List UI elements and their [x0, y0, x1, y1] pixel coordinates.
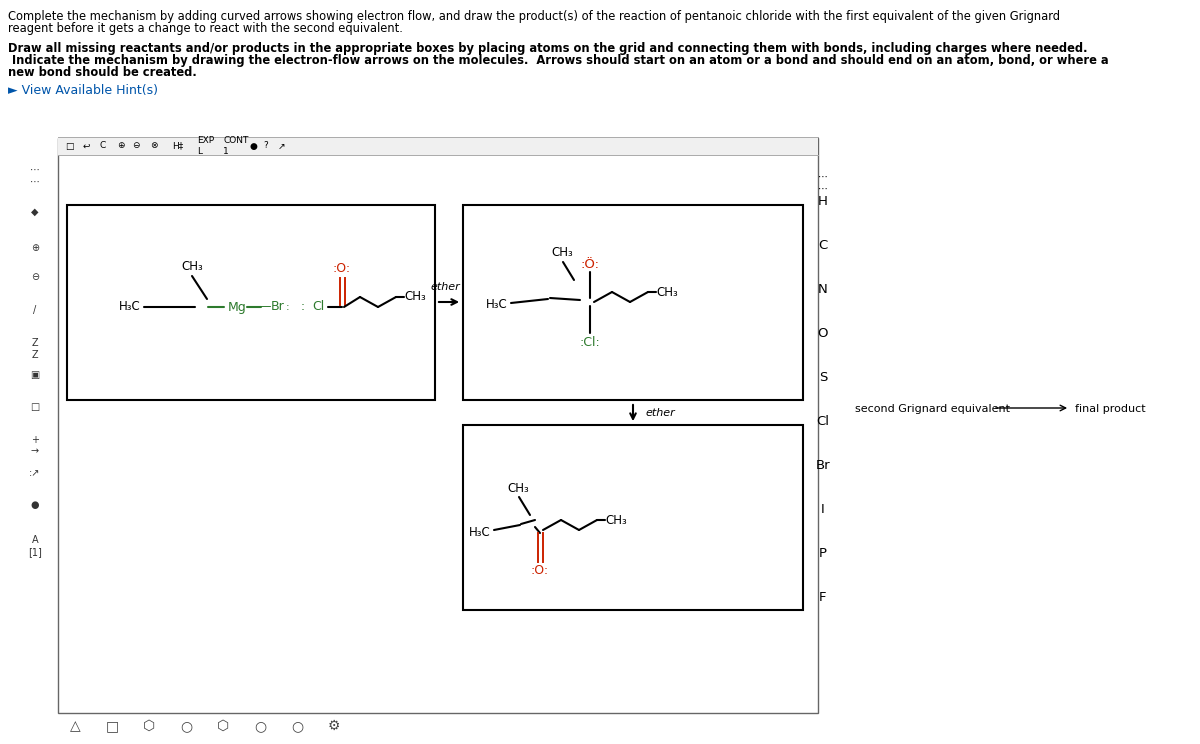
- Text: H: H: [818, 195, 828, 208]
- Text: :↗: :↗: [29, 468, 41, 478]
- Bar: [58, 137, 818, 155]
- Text: ↗: ↗: [278, 141, 286, 150]
- Text: ⊖: ⊖: [132, 141, 139, 150]
- Text: N: N: [818, 283, 828, 296]
- Text: Mg: Mg: [228, 301, 246, 313]
- Text: Br: Br: [816, 459, 830, 472]
- Text: EXP
L: EXP L: [197, 136, 214, 155]
- Text: :Cl:: :Cl:: [580, 336, 600, 348]
- Text: ⬡: ⬡: [217, 719, 229, 733]
- Text: H₃C: H₃C: [119, 301, 140, 313]
- Text: ↩: ↩: [83, 141, 90, 150]
- Text: ⋯
⋯: ⋯ ⋯: [30, 165, 40, 187]
- Bar: [463, 425, 803, 610]
- Text: ○: ○: [180, 719, 192, 733]
- Text: Cl: Cl: [816, 415, 829, 428]
- Text: CONT
1: CONT 1: [223, 136, 248, 155]
- Text: :O:: :O:: [332, 263, 352, 275]
- Text: :: :: [286, 302, 289, 312]
- Text: Complete the mechanism by adding curved arrows showing electron flow, and draw t: Complete the mechanism by adding curved …: [8, 10, 1060, 23]
- Text: second Grignard equivalent: second Grignard equivalent: [854, 404, 1010, 414]
- Text: ⊕: ⊕: [118, 141, 125, 150]
- Text: Indicate the mechanism by drawing the electron-flow arrows on the molecules.  Ar: Indicate the mechanism by drawing the el…: [8, 54, 1109, 67]
- Text: F: F: [820, 591, 827, 604]
- Text: △: △: [70, 719, 80, 733]
- Text: ⬡: ⬡: [143, 719, 155, 733]
- Text: CH₃: CH₃: [605, 513, 626, 527]
- Text: :O:: :O:: [530, 563, 550, 577]
- Text: Z
Z: Z Z: [31, 338, 38, 359]
- Text: Cl: Cl: [312, 301, 324, 313]
- Text: S: S: [818, 371, 827, 384]
- Text: CH₃: CH₃: [404, 290, 426, 304]
- Text: final product: final product: [1075, 404, 1146, 414]
- Text: ⚙: ⚙: [328, 719, 341, 733]
- Text: ○: ○: [290, 719, 304, 733]
- Text: reagent before it gets a change to react with the second equivalent.: reagent before it gets a change to react…: [8, 22, 403, 35]
- Text: ► View Available Hint(s): ► View Available Hint(s): [8, 84, 158, 97]
- Text: —: —: [259, 301, 271, 313]
- Text: :Ö:: :Ö:: [581, 257, 600, 271]
- Text: □: □: [106, 719, 119, 733]
- Text: CH₃: CH₃: [181, 260, 203, 274]
- Text: ⋯
⋯: ⋯ ⋯: [818, 172, 828, 193]
- Text: ●: ●: [31, 500, 40, 510]
- Bar: [463, 205, 803, 400]
- Text: H‡: H‡: [172, 141, 184, 150]
- Text: I: I: [821, 503, 824, 516]
- Text: ▣: ▣: [30, 370, 40, 380]
- Text: ⊖: ⊖: [31, 272, 40, 282]
- Bar: [67, 205, 436, 400]
- Text: H₃C: H₃C: [486, 298, 508, 312]
- Text: new bond should be created.: new bond should be created.: [8, 66, 197, 79]
- Text: C: C: [818, 239, 828, 252]
- Text: ether: ether: [430, 282, 460, 292]
- Text: ○: ○: [254, 719, 266, 733]
- Text: CH₃: CH₃: [656, 286, 678, 298]
- Text: □: □: [65, 141, 73, 150]
- Text: ⊕: ⊕: [31, 243, 40, 253]
- Text: O: O: [817, 327, 828, 340]
- Text: /: /: [34, 305, 37, 315]
- Text: CH₃: CH₃: [508, 481, 529, 495]
- Text: Br: Br: [271, 301, 284, 313]
- Text: +
→: + →: [31, 435, 40, 457]
- Text: ●: ●: [250, 141, 257, 150]
- Text: H₃C: H₃C: [469, 525, 491, 539]
- Text: □: □: [30, 402, 40, 412]
- Text: ⊗: ⊗: [150, 141, 157, 150]
- Text: ?: ?: [263, 141, 268, 150]
- Text: :: :: [301, 301, 305, 313]
- Text: ether: ether: [646, 408, 674, 418]
- Text: CH₃: CH₃: [551, 246, 572, 260]
- Bar: [58, 138, 818, 713]
- Text: Draw all missing reactants and/or products in the appropriate boxes by placing a: Draw all missing reactants and/or produc…: [8, 42, 1087, 55]
- Text: A
[1]: A [1]: [28, 535, 42, 557]
- Text: ◆: ◆: [31, 207, 38, 217]
- Text: C: C: [100, 141, 107, 150]
- Text: P: P: [818, 547, 827, 560]
